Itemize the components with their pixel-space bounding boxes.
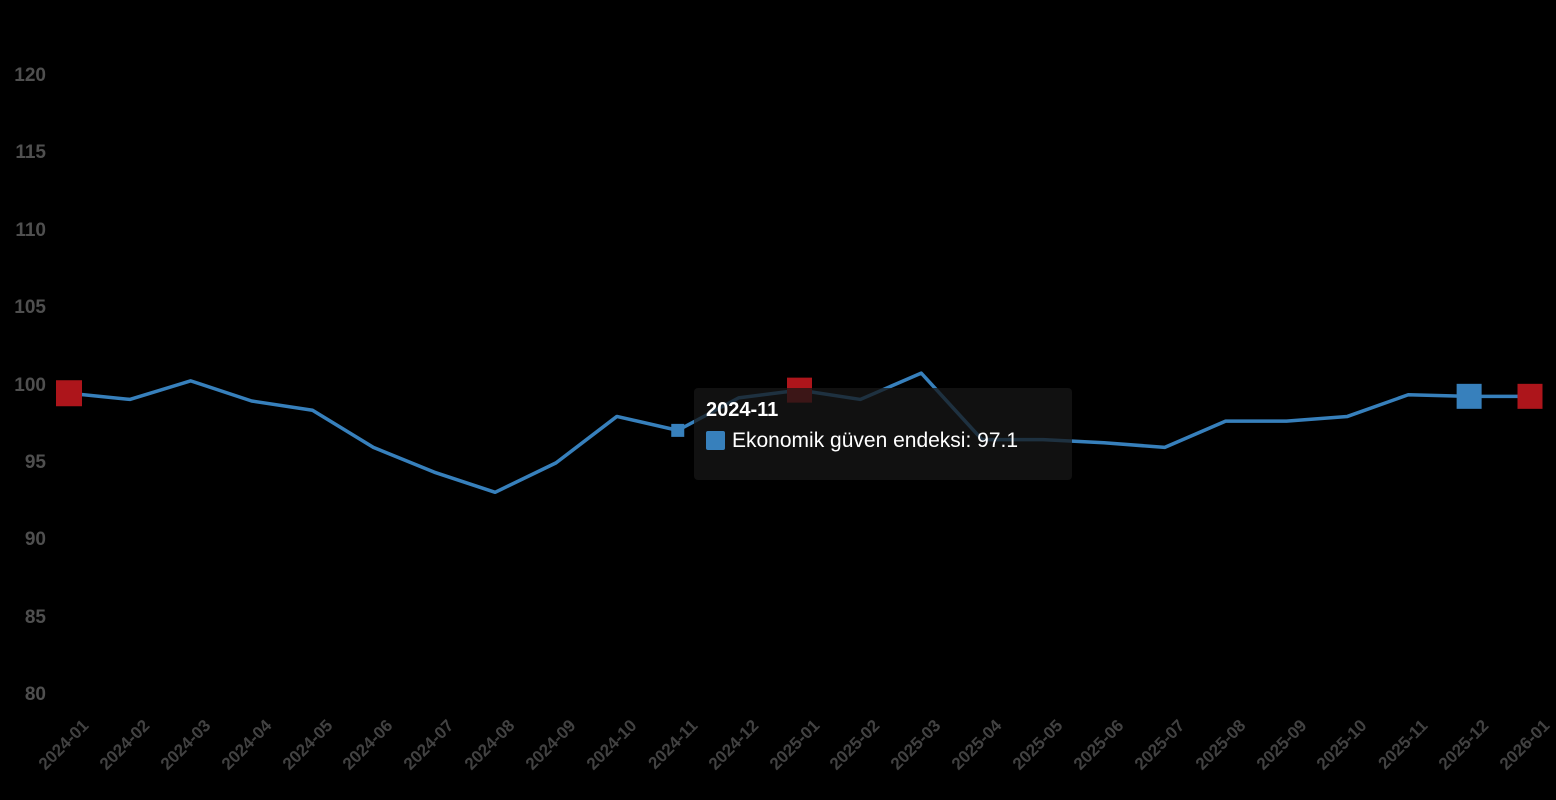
y-axis-label-115: 115 <box>15 142 46 164</box>
y-axis-label-100: 100 <box>14 374 46 396</box>
y-axis-label-110: 110 <box>15 219 46 241</box>
tooltip-title: 2024-11 <box>706 399 779 421</box>
y-axis-label-120: 120 <box>14 65 46 86</box>
y-axis-label-80: 80 <box>24 684 46 705</box>
y-axis-label-85: 85 <box>24 606 46 628</box>
tooltip: 2024-11 Ekonomik güven endeksi: 97.1 <box>694 388 1072 480</box>
tooltip-series-row: Ekonomik güven endeksi: 97.1 <box>706 428 1060 453</box>
y-axis-label-95: 95 <box>24 451 46 473</box>
marker-2026-01[interactable] <box>1517 383 1543 409</box>
marker-2024-01[interactable] <box>56 380 82 407</box>
tooltip-series-swatch <box>706 431 725 450</box>
y-axis-label-90: 90 <box>24 529 46 551</box>
marker-2024-11[interactable] <box>671 423 685 437</box>
tooltip-series-text: Ekonomik güven endeksi: 97.1 <box>732 429 1019 452</box>
marker-2025-12[interactable] <box>1456 383 1482 409</box>
y-axis-label-105: 105 <box>14 297 46 319</box>
